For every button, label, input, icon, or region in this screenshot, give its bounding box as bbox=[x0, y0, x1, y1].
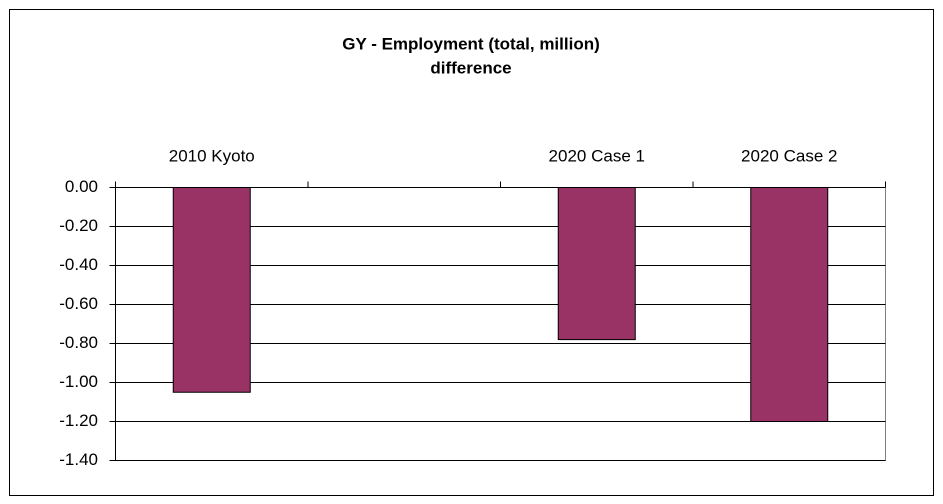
chart-subtitle: difference bbox=[430, 58, 511, 77]
bar bbox=[557, 187, 636, 341]
y-tick-label: -0.20 bbox=[59, 216, 98, 235]
y-tick-label: -1.20 bbox=[59, 411, 98, 430]
y-tick-label: -0.60 bbox=[59, 294, 98, 313]
y-tick-label: 0.00 bbox=[65, 177, 98, 196]
bar bbox=[172, 187, 251, 393]
y-tick-label: -0.80 bbox=[59, 333, 98, 352]
chart-title: GY - Employment (total, million) bbox=[342, 34, 600, 53]
x-tick-label: 2010 Kyoto bbox=[169, 146, 255, 165]
x-tick-label: 2020 Case 2 bbox=[741, 146, 837, 165]
y-tick-label: -1.00 bbox=[59, 372, 98, 391]
y-tick-label: -1.40 bbox=[59, 450, 98, 469]
bar bbox=[750, 187, 829, 422]
y-tick-label: -0.40 bbox=[59, 255, 98, 274]
x-tick-label: 2020 Case 1 bbox=[549, 146, 645, 165]
